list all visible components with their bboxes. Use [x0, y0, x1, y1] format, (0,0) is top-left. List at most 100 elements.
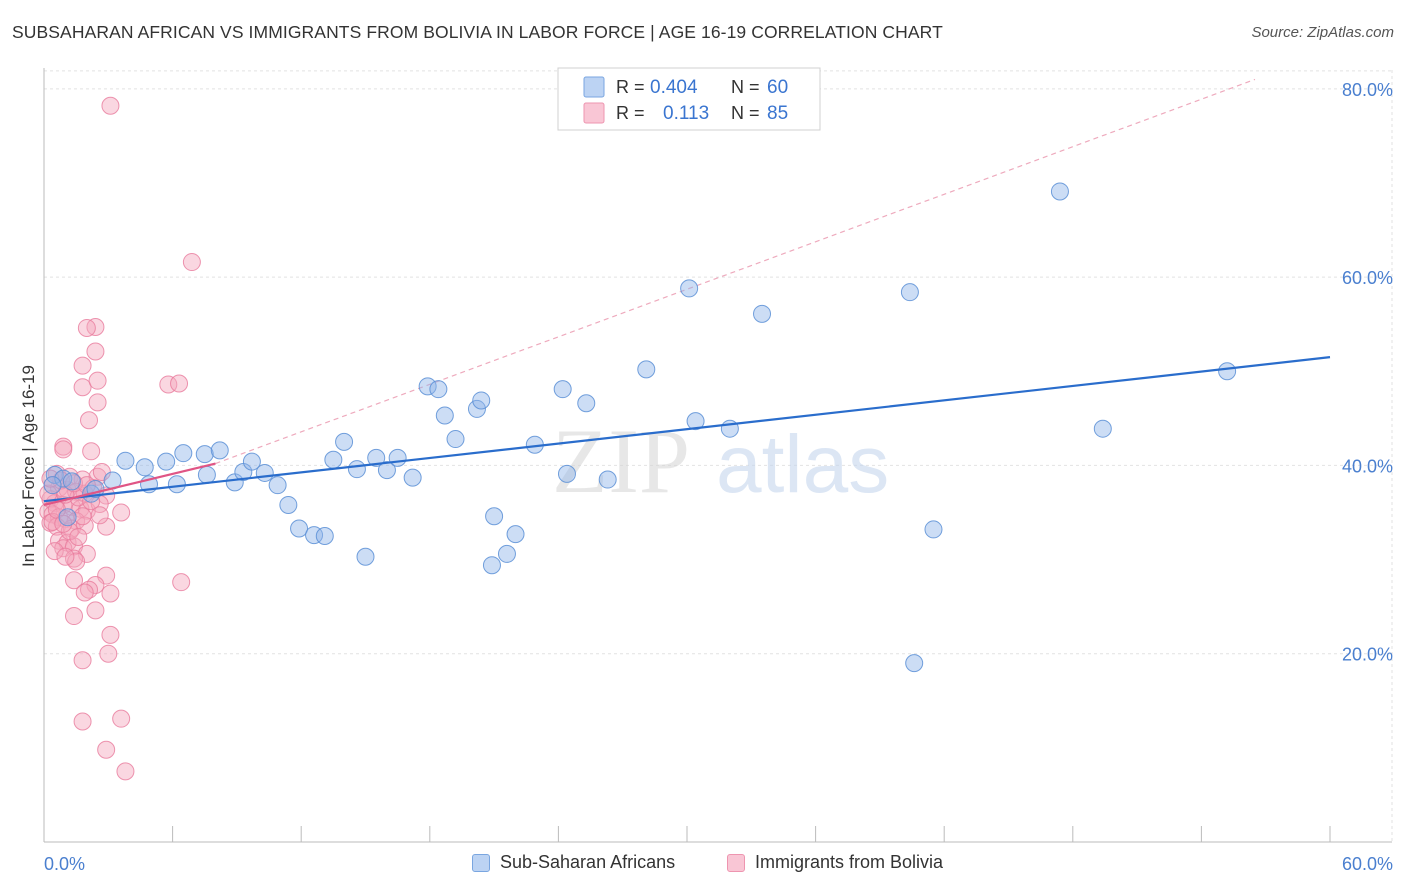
stats-n-label-blue: N =	[731, 77, 760, 97]
subsaharan-point-6	[135, 458, 154, 477]
bolivia-point-67	[97, 740, 116, 759]
legend-item-bolivia: Immigrants from Bolivia	[727, 852, 943, 873]
subsaharan-point-42	[557, 464, 576, 483]
subsaharan-point-17	[268, 476, 287, 495]
stats-r-label-pink: R =	[616, 103, 645, 123]
subsaharan-point-25	[356, 547, 375, 566]
bolivia-point-52	[67, 552, 86, 571]
bolivia-point-1	[182, 253, 201, 272]
subsaharan-point-27	[377, 461, 396, 480]
stats-legend-pink-swatch	[583, 102, 605, 124]
bolivia-trend-extension-line	[215, 78, 1256, 465]
bolivia-point-78	[73, 507, 92, 526]
legend-label-bolivia: Immigrants from Bolivia	[755, 852, 944, 872]
subsaharan-point-34	[467, 399, 486, 418]
subsaharan-point-19	[290, 519, 309, 538]
subsaharan-point-55	[1218, 362, 1237, 381]
subsaharan-point-31	[429, 380, 448, 399]
pink-trend-extension	[215, 78, 1256, 465]
bolivia-point-43	[97, 517, 116, 536]
stats-r-label-blue: R =	[616, 77, 645, 97]
bolivia-point-10	[88, 393, 107, 412]
bolivia-point-14	[82, 442, 101, 461]
bolivia-point-13	[54, 440, 73, 459]
bolivia-point-44	[112, 503, 131, 522]
subsaharan-point-5	[116, 451, 135, 470]
subsaharan-point-2	[58, 508, 77, 527]
subsaharan-trend-line	[43, 356, 1331, 503]
subsaharan-point-28	[388, 448, 407, 467]
bolivia-point-68	[116, 762, 135, 781]
x-tick-label-min: 0.0%	[44, 854, 85, 874]
bolivia-point-9	[170, 374, 189, 393]
subsaharan-point-29	[403, 468, 422, 487]
bolivia-point-0	[101, 96, 120, 115]
chart-title: SUBSAHARAN AFRICAN VS IMMIGRANTS FROM BO…	[12, 22, 943, 42]
subsaharan-point-15	[242, 452, 261, 471]
subsaharan-point-52	[924, 520, 943, 539]
legend-swatch-blue	[472, 853, 490, 872]
y-tick-label-80: 80.0%	[1342, 80, 1393, 100]
legend-swatch-pink	[727, 853, 745, 872]
subsaharan-point-8	[157, 452, 176, 471]
subsaharan-point-39	[506, 525, 525, 544]
bolivia-point-7	[88, 371, 107, 390]
subsaharan-point-49	[753, 304, 772, 323]
subsaharan-point-23	[335, 432, 354, 451]
legend-label-subsaharan: Sub-Saharan Africans	[500, 852, 676, 872]
subsaharan-point-21	[315, 527, 334, 546]
bolivia-point-59	[172, 573, 191, 592]
bolivia-point-31	[71, 499, 90, 518]
subsaharan-point-18	[279, 495, 298, 514]
bolivia-point-4	[86, 342, 105, 361]
bolivia-trend-line	[43, 462, 216, 507]
stats-legend: R = 0.404 N = 60 R = 0.113 N = 85	[557, 67, 821, 131]
x-tick-label-max: 60.0%	[1342, 854, 1393, 874]
bolivia-point-84	[56, 547, 75, 566]
stats-n-value-pink: 85	[767, 103, 788, 124]
bolivia-point-54	[65, 571, 84, 590]
subsaharan-point-56	[43, 476, 62, 495]
axes	[43, 68, 1392, 843]
subsaharan-point-33	[446, 430, 465, 449]
subsaharan-point-50	[900, 283, 919, 302]
subsaharan-point-43	[577, 394, 596, 413]
bolivia-point-55	[86, 575, 105, 594]
subsaharan-point-11	[197, 465, 216, 484]
stats-n-label-pink: N =	[731, 103, 760, 123]
subsaharan-points	[43, 182, 1237, 673]
subsaharan-point-44	[598, 470, 617, 489]
subsaharan-point-26	[367, 448, 386, 467]
legend-item-subsaharan: Sub-Saharan Africans	[472, 852, 675, 873]
subsaharan-point-37	[482, 556, 501, 575]
trend-lines	[43, 356, 1331, 507]
bolivia-point-63	[99, 644, 118, 663]
bolivia-point-5	[73, 356, 92, 375]
stats-r-value-blue: 0.404	[650, 77, 698, 98]
bolivia-point-49	[45, 542, 64, 561]
subsaharan-point-57	[62, 472, 81, 491]
bolivia-point-83	[69, 527, 88, 546]
subsaharan-point-41	[553, 380, 572, 399]
x-tick-labels: 0.0% 60.0%	[44, 854, 1393, 874]
bolivia-point-74	[60, 522, 79, 541]
bolivia-point-58	[101, 584, 120, 603]
y-tick-label-40: 40.0%	[1342, 456, 1393, 476]
subsaharan-point-35	[472, 391, 491, 410]
source-credit: Source: ZipAtlas.com	[1251, 24, 1394, 41]
stats-legend-blue-swatch	[583, 76, 605, 98]
subsaharan-point-47	[686, 412, 705, 431]
subsaharan-point-38	[497, 544, 516, 563]
y-axis-label: In Labor Force | Age 16-19	[19, 365, 38, 567]
bolivia-point-66	[73, 712, 92, 731]
subsaharan-point-24	[347, 460, 366, 479]
subsaharan-point-54	[1093, 419, 1112, 438]
bolivia-point-6	[73, 378, 92, 397]
watermark-atlas: atlas	[716, 419, 889, 510]
bolivia-point-75	[90, 506, 109, 525]
subsaharan-point-12	[210, 441, 229, 460]
stats-r-value-pink: 0.113	[663, 103, 709, 124]
bolivia-point-57	[75, 583, 94, 602]
bolivia-points	[39, 96, 201, 781]
